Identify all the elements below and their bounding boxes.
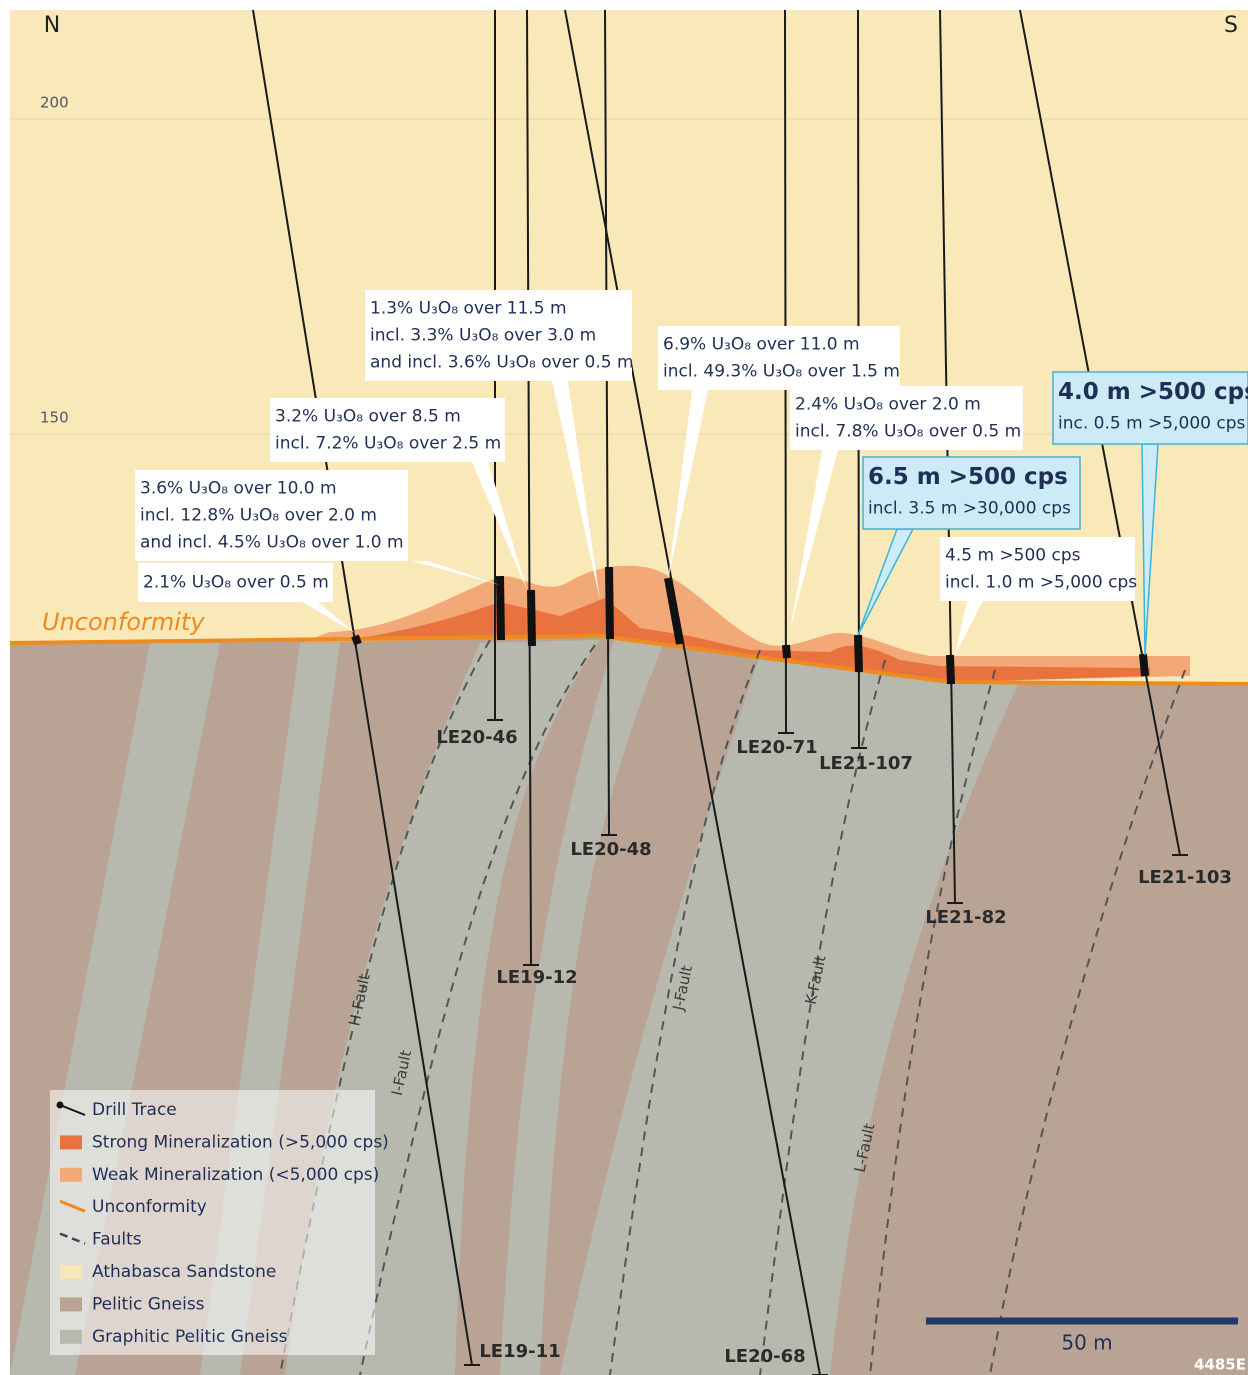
mineralized-interval <box>531 590 532 646</box>
legend-label: Strong Mineralization (>5,000 cps) <box>92 1132 389 1152</box>
annotation-line: 3.2% U₃O₈ over 8.5 m <box>275 407 461 427</box>
annotation-line: incl. 12.8% U₃O₈ over 2.0 m <box>140 506 377 526</box>
legend-label: Pelitic Gneiss <box>92 1294 205 1314</box>
hole-label: LE20-48 <box>570 839 651 860</box>
legend-icon <box>60 1168 82 1182</box>
mineralized-interval <box>950 655 951 684</box>
annotation-line: 6.5 m >500 cps <box>868 464 1068 490</box>
annotation-line: incl. 7.8% U₃O₈ over 0.5 m <box>795 422 1021 442</box>
legend-icon <box>60 1265 82 1279</box>
annotation-line: 2.1% U₃O₈ over 0.5 m <box>143 573 329 593</box>
legend-label: Faults <box>92 1230 142 1250</box>
mineralized-interval <box>609 567 610 639</box>
annotation-line: and incl. 4.5% U₃O₈ over 1.0 m <box>140 533 404 553</box>
annotation-line: and incl. 3.6% U₃O₈ over 0.5 m <box>370 353 634 373</box>
legend-box <box>50 1090 375 1355</box>
annotation-line: incl. 7.2% U₃O₈ over 2.5 m <box>275 434 501 454</box>
legend-label: Athabasca Sandstone <box>92 1262 276 1282</box>
annotation-line: 2.4% U₃O₈ over 2.0 m <box>795 395 981 415</box>
hole-label: LE20-46 <box>436 727 517 748</box>
legend-icon <box>60 1297 82 1311</box>
legend-label: Drill Trace <box>92 1100 177 1120</box>
cross-section: 20015010050 LE19-11LE20-46LE19-12LE20-48… <box>0 0 1248 1375</box>
annotation-line: inc. 0.5 m >5,000 cps <box>1058 414 1246 434</box>
legend-icon <box>60 1330 82 1344</box>
annotation-line: 6.9% U₃O₈ over 11.0 m <box>663 335 860 355</box>
legend-label: Unconformity <box>92 1197 207 1217</box>
legend-label: Weak Mineralization (<5,000 cps) <box>92 1165 379 1185</box>
legend-icon <box>57 1102 64 1109</box>
annotation-line: 4.0 m >500 cps <box>1058 379 1248 405</box>
annotation-line: incl. 3.3% U₃O₈ over 3.0 m <box>370 326 596 346</box>
mineralized-interval <box>500 576 501 640</box>
hole-label: LE20-71 <box>736 737 817 758</box>
annotation-line: 3.6% U₃O₈ over 10.0 m <box>140 479 337 499</box>
annotation-line: 4.5 m >500 cps <box>945 546 1081 566</box>
section-id: 4485E <box>1194 1356 1246 1374</box>
legend-icon <box>60 1135 82 1149</box>
annotation-line: incl. 49.3% U₃O₈ over 1.5 m <box>663 362 900 382</box>
compass-south: S <box>1224 13 1238 38</box>
hole-label: LE19-12 <box>496 967 577 988</box>
mineralized-interval <box>355 636 358 644</box>
annotation-line: incl. 3.5 m >30,000 cps <box>868 499 1071 519</box>
hole-label: LE21-103 <box>1138 867 1232 888</box>
hole-label: LE21-82 <box>925 907 1006 928</box>
annotation-line: 1.3% U₃O₈ over 11.5 m <box>370 299 567 319</box>
hole-label: LE20-68 <box>724 1346 805 1367</box>
legend-label: Graphitic Pelitic Gneiss <box>92 1327 288 1347</box>
compass-north: N <box>44 13 60 38</box>
hole-label: LE21-107 <box>819 753 913 774</box>
elevation-label: 200 <box>40 94 69 112</box>
unconformity-label: Unconformity <box>42 608 205 636</box>
elevation-label: 150 <box>40 409 69 427</box>
annotation-line: incl. 1.0 m >5,000 cps <box>945 573 1137 593</box>
mineralized-interval <box>858 635 859 672</box>
mineralized-interval <box>786 645 787 658</box>
hole-label: LE19-11 <box>479 1341 560 1362</box>
mineralized-interval <box>1143 654 1145 676</box>
scale-label: 50 m <box>1061 1331 1112 1355</box>
